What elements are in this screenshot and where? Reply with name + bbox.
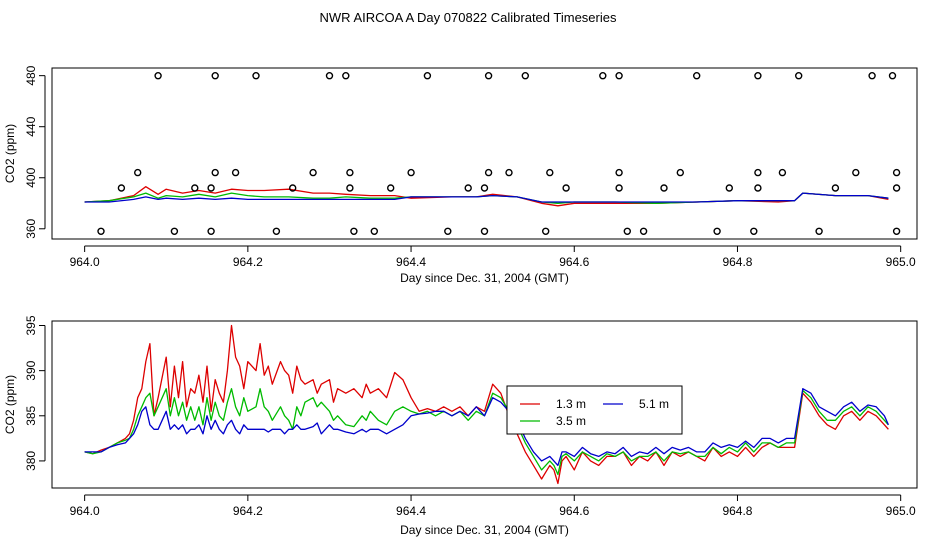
- outlier-point: [133, 168, 142, 177]
- y-axis-label: CO2 (ppm): [3, 124, 17, 183]
- legend-label: 1.3 m: [556, 397, 586, 411]
- outlier-point: [725, 184, 733, 192]
- outlier-point: [599, 71, 607, 80]
- outlier-point: [868, 71, 876, 80]
- y-tick-label: 360: [24, 218, 38, 238]
- x-tick-label: 965.0: [886, 255, 916, 269]
- outlier-point: [888, 71, 897, 80]
- series-line-5-1-mm: [84, 388, 889, 467]
- outlier-point: [778, 168, 787, 177]
- y-tick-label: 385: [24, 405, 38, 425]
- outlier-point: [615, 71, 623, 80]
- y-tick-label: 390: [24, 360, 38, 380]
- y-axis-label: CO2 (ppm): [3, 375, 17, 434]
- outlier-point: [546, 168, 554, 177]
- outlier-point: [423, 71, 432, 80]
- outlier-point: [892, 184, 901, 192]
- outlier-point: [309, 168, 317, 177]
- outlier-point: [713, 227, 721, 236]
- outlier-point: [562, 184, 570, 192]
- x-tick-label: 964.2: [233, 504, 263, 518]
- y-tick-label: 380: [24, 451, 38, 471]
- series-line-1-3-mm: [84, 324, 889, 485]
- series-line-3-5-mm: [84, 388, 889, 476]
- outlier-point: [484, 168, 493, 177]
- outlier-point: [484, 71, 493, 80]
- outlier-point: [444, 227, 452, 236]
- x-tick-label: 964.6: [559, 255, 589, 269]
- x-tick-label: 964.4: [396, 255, 426, 269]
- outlier-point: [342, 71, 350, 80]
- x-tick-label: 965.0: [886, 504, 916, 518]
- outlier-point: [831, 184, 840, 192]
- outlier-point: [693, 71, 701, 80]
- outlier-point: [207, 184, 215, 192]
- legend-label: 5.1 m: [639, 397, 669, 411]
- y-tick-label: 440: [24, 116, 38, 136]
- plot-frame: [51, 320, 918, 489]
- x-tick-label: 964.2: [233, 255, 263, 269]
- y-tick-label: 480: [24, 65, 38, 85]
- outlier-point: [892, 227, 901, 236]
- bottom-panel: 964.0 964.2 964.4 964.6 964.8 965.0 Day since …: [3, 315, 918, 537]
- x-tick-label: 964.8: [722, 255, 752, 269]
- outlier-point: [117, 184, 126, 192]
- outlier-point: [754, 71, 762, 80]
- outlier-point: [346, 168, 354, 177]
- outlier-point: [370, 227, 378, 236]
- outlier-point: [191, 184, 199, 192]
- outlier-point: [542, 227, 550, 236]
- outlier-point: [252, 71, 260, 80]
- outlier-point: [407, 168, 415, 177]
- outlier-point: [346, 184, 354, 192]
- y-tick-label: 400: [24, 167, 38, 187]
- outlier-point: [639, 227, 648, 236]
- outlier-point: [660, 184, 668, 192]
- x-tick-label: 964.4: [396, 504, 426, 518]
- outlier-point: [464, 184, 472, 192]
- outlier-point: [615, 184, 623, 192]
- x-tick-label: 964.0: [70, 504, 100, 518]
- x-tick-label: 964.0: [70, 255, 100, 269]
- legend-box: [506, 385, 683, 435]
- outlier-point: [623, 227, 631, 236]
- outlier-point: [170, 227, 179, 236]
- outlier-point: [231, 168, 240, 177]
- series-line-5-1-mm: [84, 192, 889, 203]
- outlier-point: [207, 227, 215, 236]
- outlier-point: [480, 184, 489, 192]
- outlier-point: [211, 168, 219, 177]
- outlier-point: [505, 168, 513, 177]
- outlier-point: [480, 227, 489, 236]
- outlier-point: [350, 227, 358, 236]
- plot-frame: [51, 67, 918, 240]
- outlier-point: [325, 71, 334, 80]
- legend-label: 3.5 m: [556, 414, 586, 428]
- outlier-point: [272, 227, 281, 236]
- x-axis-label: Day since Dec. 31, 2004 (GMT): [400, 523, 569, 537]
- outlier-point: [754, 168, 762, 177]
- x-axis-label: Day since Dec. 31, 2004 (GMT): [400, 271, 569, 285]
- outlier-point: [750, 227, 758, 236]
- outlier-point: [289, 184, 297, 192]
- outlier-point: [521, 71, 529, 80]
- outlier-point: [892, 168, 901, 177]
- outlier-point: [795, 71, 803, 80]
- x-tick-label: 964.6: [559, 504, 589, 518]
- outlier-point: [815, 227, 823, 236]
- outlier-point: [154, 71, 162, 80]
- outlier-point: [754, 184, 762, 192]
- top-panel: 964.0 964.2 964.4 964.6 964.8 965.0 Day since …: [3, 65, 918, 285]
- outlier-point: [97, 227, 105, 236]
- outlier-point: [387, 184, 395, 192]
- chart-title: NWR AIRCOA A Day 070822 Calibrated Times…: [320, 10, 617, 25]
- y-tick-label: 395: [24, 315, 38, 335]
- outlier-point: [676, 168, 684, 177]
- outlier-point: [852, 168, 860, 177]
- outlier-point: [615, 168, 623, 177]
- outlier-point: [211, 71, 219, 80]
- x-tick-label: 964.8: [722, 504, 752, 518]
- legend: 1.3 m 3.5 m 5.1 m: [506, 385, 683, 435]
